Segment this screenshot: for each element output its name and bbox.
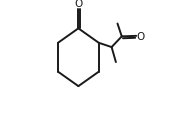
Text: O: O — [74, 0, 83, 9]
Text: O: O — [137, 32, 145, 42]
